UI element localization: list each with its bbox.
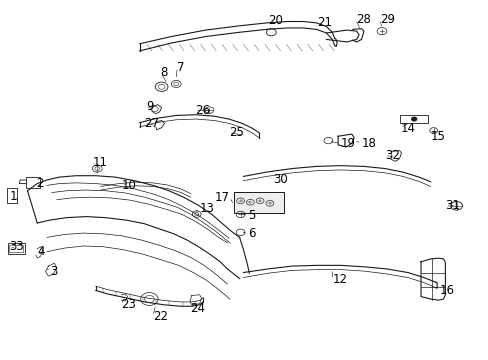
Text: 11: 11 — [92, 156, 107, 168]
Text: 1: 1 — [9, 190, 17, 203]
Text: 27: 27 — [144, 117, 159, 130]
Text: 13: 13 — [199, 202, 214, 215]
Text: 10: 10 — [122, 179, 136, 192]
Text: 23: 23 — [122, 298, 136, 311]
Bar — [399, 116, 427, 123]
Text: 7: 7 — [177, 60, 184, 73]
Bar — [9, 245, 23, 252]
Text: 3: 3 — [50, 265, 58, 278]
Text: 4: 4 — [37, 245, 45, 258]
Text: 15: 15 — [430, 130, 445, 143]
Text: 22: 22 — [153, 310, 167, 323]
Text: 17: 17 — [214, 191, 229, 204]
Text: 14: 14 — [400, 122, 415, 135]
Text: 32: 32 — [384, 149, 399, 162]
Text: 24: 24 — [189, 302, 204, 315]
Text: 28: 28 — [355, 13, 370, 26]
Text: 21: 21 — [316, 17, 331, 30]
Bar — [8, 243, 25, 253]
Text: 20: 20 — [267, 14, 282, 27]
Bar — [233, 192, 283, 213]
Text: 31: 31 — [445, 199, 459, 212]
Circle shape — [411, 117, 416, 121]
Text: 6: 6 — [248, 226, 255, 239]
Text: 16: 16 — [439, 284, 454, 297]
Bar — [6, 188, 17, 203]
Bar — [26, 177, 40, 188]
Text: 33: 33 — [9, 240, 24, 253]
Text: 26: 26 — [194, 104, 209, 117]
Text: 12: 12 — [331, 273, 346, 286]
Text: 9: 9 — [146, 100, 153, 113]
Text: 29: 29 — [379, 13, 394, 26]
Text: 18: 18 — [361, 137, 376, 150]
Text: 2: 2 — [36, 177, 43, 190]
Text: 19: 19 — [340, 137, 355, 150]
Text: 30: 30 — [272, 173, 287, 186]
Text: 5: 5 — [248, 209, 255, 222]
Text: 25: 25 — [228, 126, 244, 139]
Text: 8: 8 — [160, 66, 168, 79]
